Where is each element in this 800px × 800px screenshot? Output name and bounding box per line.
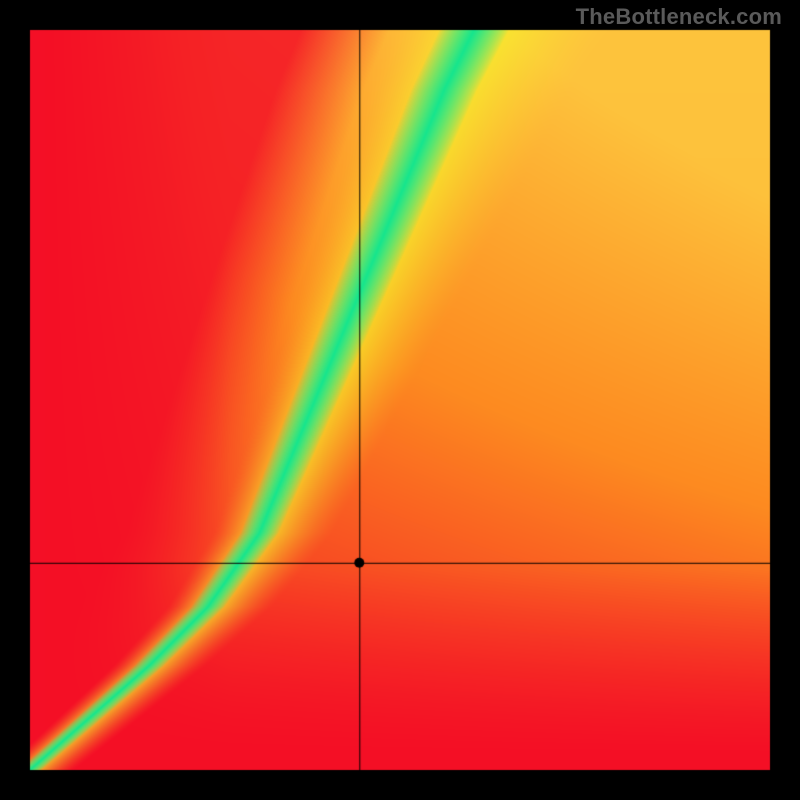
watermark-text: TheBottleneck.com — [576, 4, 782, 30]
chart-container: TheBottleneck.com — [0, 0, 800, 800]
heatmap-canvas — [0, 0, 800, 800]
